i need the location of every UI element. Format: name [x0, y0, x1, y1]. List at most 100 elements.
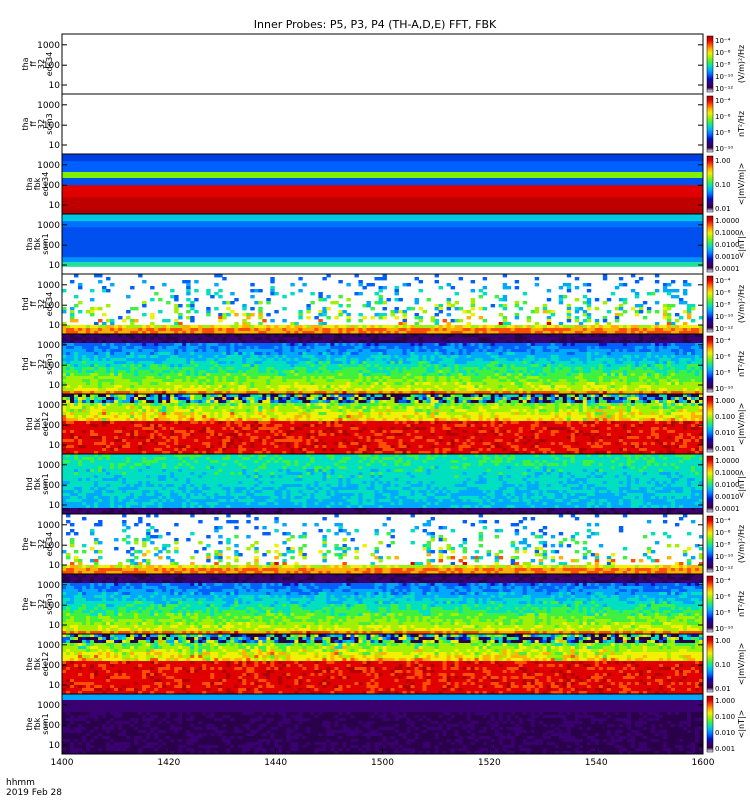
spectrogram-cell — [411, 367, 415, 370]
spectrogram-cell — [110, 412, 114, 415]
spectrogram-cell — [298, 352, 302, 355]
spectrogram-cell — [623, 382, 627, 385]
spectrogram-cell — [403, 352, 407, 355]
spectrogram-cell — [94, 307, 98, 310]
spectrogram-cell — [158, 445, 162, 448]
spectrogram-cell — [611, 349, 615, 352]
spectrogram-cell — [663, 367, 667, 370]
spectrogram-cell — [298, 367, 302, 370]
spectrogram-cell — [599, 367, 603, 370]
spectrogram-cell — [559, 376, 563, 379]
spectrogram-cell — [310, 301, 314, 304]
spectrogram-cell — [342, 328, 346, 331]
spectrogram-cell — [595, 355, 599, 358]
spectrogram-cell — [495, 367, 499, 370]
spectrogram-cell — [391, 334, 395, 337]
spectrogram-cell — [567, 349, 571, 352]
spectrogram-cell — [483, 388, 487, 391]
spectrogram-cell — [290, 355, 294, 358]
spectrogram-cell — [258, 328, 262, 331]
spectrogram-cell — [326, 274, 330, 277]
spectrogram-cell — [114, 415, 118, 418]
spectrogram-cell — [250, 352, 254, 355]
spectrogram-cell — [98, 364, 102, 367]
spectrogram-cell — [214, 307, 218, 310]
spectrogram-cell — [66, 388, 70, 391]
spectrogram-cell — [66, 427, 70, 430]
spectrogram-cell — [62, 415, 66, 418]
spectrogram-cell — [258, 310, 262, 313]
spectrogram-cell — [411, 307, 415, 310]
spectrogram-cell — [671, 382, 675, 385]
spectrogram-cell — [354, 349, 358, 352]
spectrogram-cell — [527, 385, 531, 388]
spectrogram-cell — [443, 358, 447, 361]
spectrogram-cell — [395, 382, 399, 385]
spectrogram-cell — [138, 439, 142, 442]
spectrogram-cell — [527, 343, 531, 346]
spectrogram-cell — [619, 313, 623, 316]
spectrogram-cell — [631, 340, 635, 343]
spectrogram-cell — [82, 418, 86, 421]
spectrogram-cell — [583, 382, 587, 385]
spectrogram-cell — [250, 325, 254, 328]
spectrogram-cell — [170, 355, 174, 358]
spectrogram-cell — [691, 352, 695, 355]
spectrogram-cell — [483, 292, 487, 295]
spectrogram-cell — [575, 373, 579, 376]
spectrogram-cell — [547, 322, 551, 325]
spectrogram-cell — [543, 376, 547, 379]
spectrogram-cell — [567, 289, 571, 292]
spectrogram-cell — [342, 349, 346, 352]
spectrogram-cell — [334, 364, 338, 367]
spectrogram-cell — [146, 361, 150, 364]
spectrogram-cell — [459, 388, 463, 391]
panel-background — [62, 34, 703, 94]
spectrogram-cell — [182, 412, 186, 415]
spectrogram-cell — [503, 373, 507, 376]
spectrogram-cell — [543, 346, 547, 349]
spectrogram-cell — [190, 316, 194, 319]
spectrogram-cell — [82, 346, 86, 349]
spectrogram-cell — [230, 310, 234, 313]
spectrogram-cell — [571, 340, 575, 343]
spectrogram-cell — [519, 325, 523, 328]
spectrogram-cell — [599, 355, 603, 358]
spectrogram-cell — [591, 388, 595, 391]
spectrogram-cell — [242, 388, 246, 391]
spectrogram-cell — [222, 277, 226, 280]
spectrogram-cell — [579, 334, 583, 337]
spectrogram-cell — [318, 388, 322, 391]
spectrogram-cell — [575, 307, 579, 310]
spectrogram-cell — [318, 382, 322, 385]
spectrogram-cell — [691, 325, 695, 328]
spectrogram-cell — [615, 364, 619, 367]
spectrogram-cell — [194, 298, 198, 301]
spectrogram-cell — [138, 403, 142, 406]
spectrogram-cell — [655, 388, 659, 391]
spectrogram-cell — [186, 358, 190, 361]
spectrogram-cell — [615, 316, 619, 319]
spectrogram-cell — [675, 361, 679, 364]
spectrogram-cell — [338, 367, 342, 370]
spectrogram-cell — [399, 355, 403, 358]
spectrogram-cell — [619, 349, 623, 352]
spectrogram-cell — [178, 337, 182, 340]
spectrogram-cell — [142, 313, 146, 316]
spectrogram-cell — [66, 367, 70, 370]
spectrogram-cell — [559, 328, 563, 331]
spectrogram-cell — [214, 346, 218, 349]
spectrogram-cell — [427, 328, 431, 331]
spectrogram-cell — [535, 325, 539, 328]
spectrogram-cell — [126, 343, 130, 346]
spectrogram-cell — [543, 337, 547, 340]
spectrogram-cell — [322, 334, 326, 337]
spectrogram-cell — [535, 337, 539, 340]
spectrogram-cell — [306, 382, 310, 385]
spectrogram-cell — [238, 355, 242, 358]
spectrogram-cell — [491, 373, 495, 376]
spectrogram-cell — [102, 364, 106, 367]
spectrogram-cell — [431, 361, 435, 364]
spectrogram-cell — [206, 364, 210, 367]
spectrogram-cell — [150, 349, 154, 352]
